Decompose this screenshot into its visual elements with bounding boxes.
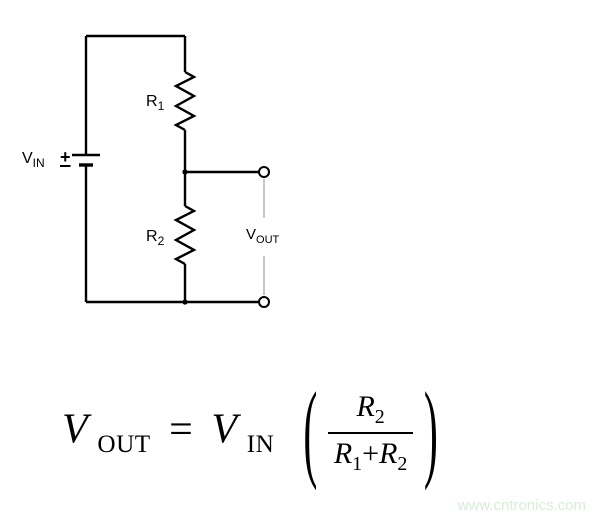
voltage-divider-circuit <box>0 0 600 330</box>
label-vin: VIN <box>22 150 45 170</box>
eq-V2: V <box>211 407 246 453</box>
terminal-out-top <box>259 167 269 177</box>
label-r1: R1 <box>146 93 164 113</box>
resistor-r2 <box>176 206 194 264</box>
label-r2: R2 <box>146 228 164 248</box>
eq-equals: = <box>161 407 201 453</box>
equation-voltage-divider: V OUT = V IN ( R2 R1+R2 ) <box>62 388 438 478</box>
node-mid <box>182 169 187 174</box>
eq-V1: V <box>62 407 97 453</box>
node-bottom <box>182 299 187 304</box>
label-plus: + <box>60 148 71 166</box>
eq-IN: IN <box>247 431 275 458</box>
eq-rparen: ) <box>424 371 438 496</box>
watermark: www.cntronics.com <box>458 497 586 514</box>
eq-lparen: ( <box>303 371 317 496</box>
label-vout: VOUT <box>246 226 279 246</box>
eq-OUT: OUT <box>97 431 150 458</box>
eq-fraction: R2 R1+R2 <box>328 388 414 478</box>
resistor-r1 <box>176 72 194 130</box>
terminal-out-bottom <box>259 297 269 307</box>
